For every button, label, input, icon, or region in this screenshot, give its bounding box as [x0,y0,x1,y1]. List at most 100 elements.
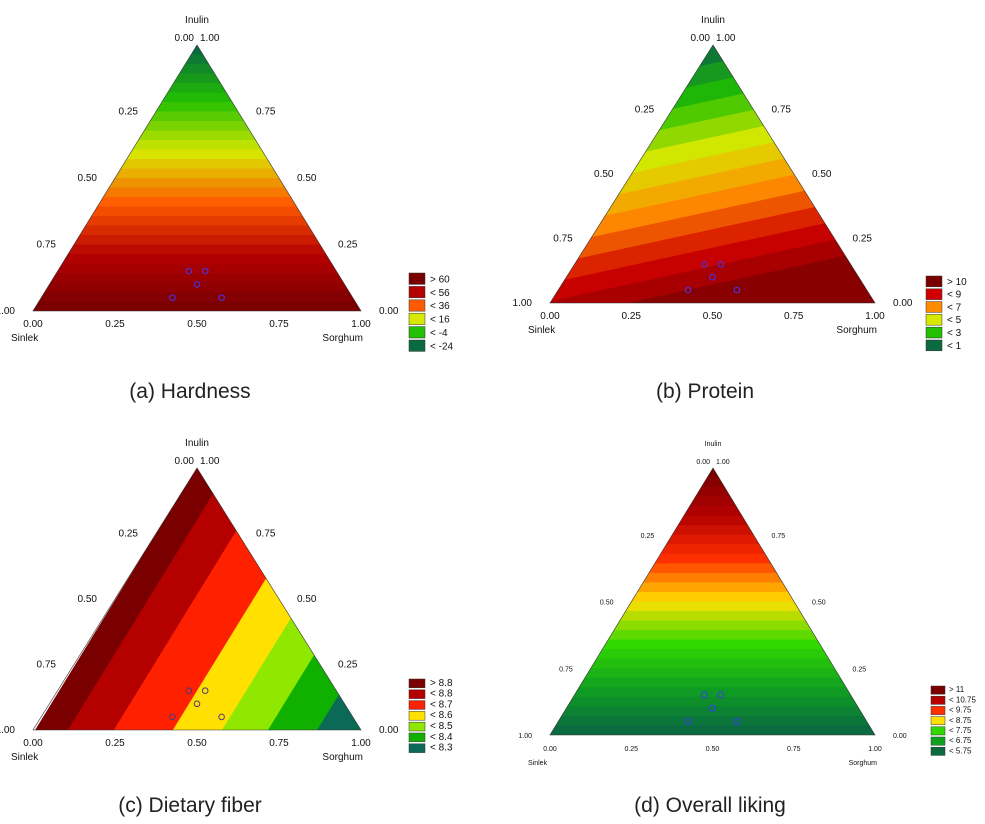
contour-band [550,658,875,669]
contour-fill [550,45,875,303]
contour-band [550,193,875,285]
legend-label: < 8.6 [430,710,453,721]
legend-label: < -4 [430,328,448,339]
legend: > 8.8< 8.8< 8.7< 8.6< 8.5< 8.4< 8.3 [408,678,453,754]
legend-label: < 9 [947,290,962,301]
contour-band [33,263,361,274]
bottom-tick-label: 0.75 [269,319,289,330]
contour-band [550,630,875,641]
left-tick-label: 0.00 [696,459,710,466]
contour-band [550,620,875,631]
left-corner-label: Sinlek [11,333,39,344]
legend: > 10 < 9< 7 < 5 < 3 < 1 [925,275,967,352]
right-tick-label: 0.00 [893,733,907,740]
left-tick-label: 0.75 [37,240,57,251]
legend-label: < 5 [947,315,962,326]
contour-band [550,668,875,679]
legend-swatch [408,326,426,339]
apex-axis-label: Inulin [705,441,722,448]
bottom-tick-label: 1.00 [351,738,371,749]
contour-band [33,168,361,179]
contour-band [33,235,361,246]
legend-swatch [925,339,943,352]
legend-swatch [925,275,943,288]
left-tick-label: 0.50 [600,600,614,607]
contour-band [550,211,875,303]
contour-band [550,515,875,526]
contour-band [550,696,875,707]
bottom-tick-label: 0.00 [543,746,557,753]
design-point [201,267,209,275]
contour-band [33,197,361,208]
contour-band [33,301,361,311]
contour-band [33,54,361,65]
panel-caption: (a) Hardness [129,380,250,403]
design-point [717,691,725,699]
bottom-tick-label: 1.00 [865,311,885,322]
triangle-outline [549,467,876,736]
contour-band [33,244,361,255]
contour-band [550,544,875,555]
contour-band [550,563,875,574]
design-point [701,261,708,268]
contour-fill [33,468,361,730]
contour-band [33,216,361,227]
right-tick-label: 1.00 [716,459,730,466]
legend-swatch [930,685,946,695]
design-point [717,261,725,268]
left-tick-label: 1.00 [513,298,533,309]
contour-band [550,230,875,303]
legend-label: < 7 [947,302,962,313]
panel-caption: (b) Protein [656,380,754,403]
contour-band [550,534,875,545]
left-corner-label: Sinlek [528,760,548,767]
legend: > 60 < 56 < 36 < 16 < -4 < -24 [408,272,454,352]
contour-band [550,468,875,479]
right-tick-label: 0.75 [772,105,792,116]
contour-band [33,73,361,84]
legend-label: < 8.8 [430,689,453,700]
contour-band [550,477,875,488]
legend-swatch [930,706,946,715]
bottom-tick-label: 0.50 [187,319,207,330]
right-tick-label: 0.00 [379,306,399,317]
contour-band [33,92,361,103]
legend-label: < 6.75 [949,736,972,745]
right-tick-label: 0.25 [853,666,867,673]
legend-label: > 60 [430,274,450,285]
contour-band [550,601,875,612]
right-tick-label: 0.50 [297,594,317,605]
triangle-outline [32,44,362,312]
contour-band [550,715,875,727]
legend-label: < 7.75 [949,726,972,735]
legend-label: < 36 [430,301,450,312]
left-tick-label: 0.25 [119,107,139,118]
legend-swatch [408,732,426,743]
contour-fill [550,468,875,735]
right-tick-label: 0.75 [256,529,276,540]
legend-label: < 8.75 [949,716,972,725]
legend-label: > 11 [949,685,965,694]
triangle-outline [549,44,876,304]
legend-label: < 1 [947,341,962,352]
design-point [700,691,708,699]
apex-axis-label: Inulin [701,15,725,26]
apex-axis-label: Inulin [185,15,209,26]
legend-swatch [408,743,426,753]
design-point [684,286,692,294]
legend-label: > 10 [947,277,967,288]
right-tick-label: 0.25 [338,660,358,671]
legend-label: < 9.75 [949,706,972,715]
ternary-panel-1: Inulin 0.00 0.25 0.50 0.75 1.00 1.00 0.75 0.50 0.… [0,15,454,403]
contour-band [550,591,875,603]
bottom-tick-label: 0.25 [105,738,125,749]
bottom-tick-label: 1.00 [868,746,882,753]
legend-swatch [408,711,426,721]
design-point [709,273,716,281]
design-point [218,713,225,721]
left-tick-label: 0.00 [691,33,711,44]
legend-swatch [408,700,426,710]
right-tick-label: 0.50 [812,169,832,180]
design-point [193,700,201,708]
contour-band [33,111,361,122]
